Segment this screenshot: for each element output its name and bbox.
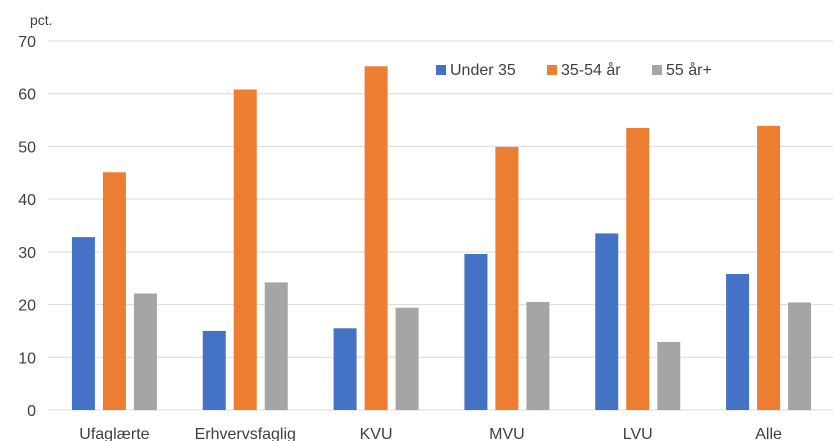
bar-under-35-3: [464, 253, 488, 410]
legend-swatch: [436, 65, 446, 75]
bar-under-35-4: [595, 233, 619, 410]
y-tick-label: 10: [18, 350, 36, 367]
y-tick-label: 70: [18, 34, 36, 51]
bar-55-r--3: [526, 301, 550, 410]
y-axis-ticks: 0 10 20 30 40 50 60 70: [18, 34, 36, 420]
legend-label: Under 35: [450, 62, 516, 79]
y-tick-label: 40: [18, 192, 36, 209]
x-tick-label: LVU: [623, 426, 653, 441]
y-tick-label: 20: [18, 298, 36, 315]
bar-under-35-1: [202, 330, 226, 410]
x-tick-label: Alle: [755, 426, 782, 441]
bar-35-54-r-1: [233, 89, 257, 411]
x-tick-label: Erhvervsfaglig: [195, 426, 296, 441]
legend: Under 35 35-54 år 55 år+: [436, 61, 712, 79]
legend-label: 55 år+: [666, 61, 712, 79]
bar-35-54-r-0: [102, 172, 126, 410]
y-tick-label: 30: [18, 245, 36, 262]
legend-swatch: [652, 65, 662, 75]
bar-35-54-r-3: [495, 146, 519, 410]
legend-swatch: [547, 65, 557, 75]
y-tick-label: 50: [18, 139, 36, 156]
x-tick-label: MVU: [489, 426, 525, 441]
bar-35-54-r-2: [364, 66, 388, 410]
legend-label: 35-54 år: [561, 61, 621, 79]
bar-55-r--0: [133, 293, 157, 410]
y-axis-unit-label: pct.: [30, 12, 53, 28]
x-axis-labels: Ufaglærte Erhvervsfaglig KVU MVU LVU Alle: [79, 426, 782, 441]
bar-55-r--1: [264, 282, 288, 410]
bar-under-35-0: [71, 237, 95, 410]
x-tick-label: KVU: [360, 426, 393, 441]
bar-35-54-r-4: [626, 127, 650, 410]
x-tick-label: Ufaglærte: [79, 426, 149, 441]
bars: [71, 66, 812, 411]
y-tick-label: 60: [18, 87, 36, 104]
y-tick-label: 0: [27, 403, 36, 420]
bar-under-35-2: [333, 328, 357, 410]
bar-under-35-5: [726, 273, 750, 410]
bar-55-r--5: [788, 302, 812, 410]
bar-55-r--4: [657, 341, 681, 410]
bar-35-54-r-5: [757, 125, 781, 411]
bar-55-r--2: [395, 307, 419, 410]
gridlines: [48, 40, 833, 411]
